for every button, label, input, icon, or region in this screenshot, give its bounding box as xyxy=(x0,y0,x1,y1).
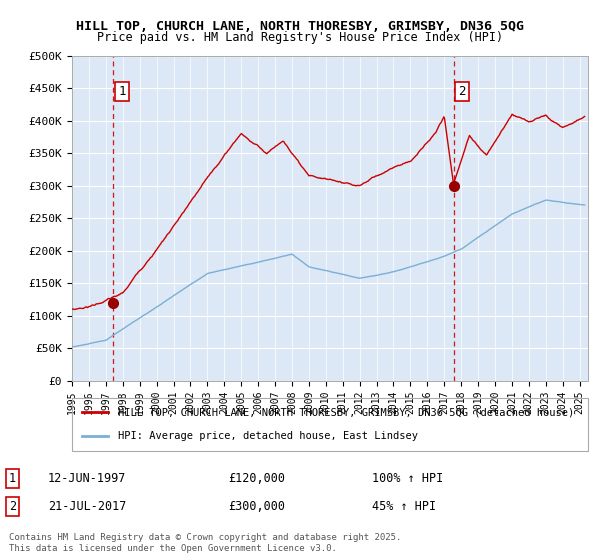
Text: HPI: Average price, detached house, East Lindsey: HPI: Average price, detached house, East… xyxy=(118,431,418,441)
Text: 45% ↑ HPI: 45% ↑ HPI xyxy=(372,500,436,514)
Text: Contains HM Land Registry data © Crown copyright and database right 2025.
This d: Contains HM Land Registry data © Crown c… xyxy=(9,534,401,553)
Text: £120,000: £120,000 xyxy=(228,472,285,486)
Text: 21-JUL-2017: 21-JUL-2017 xyxy=(48,500,127,514)
Text: HILL TOP, CHURCH LANE, NORTH THORESBY, GRIMSBY, DN36 5QG: HILL TOP, CHURCH LANE, NORTH THORESBY, G… xyxy=(76,20,524,32)
Text: Price paid vs. HM Land Registry's House Price Index (HPI): Price paid vs. HM Land Registry's House … xyxy=(97,31,503,44)
Text: 1: 1 xyxy=(9,472,16,486)
Text: 100% ↑ HPI: 100% ↑ HPI xyxy=(372,472,443,486)
Text: HILL TOP, CHURCH LANE, NORTH THORESBY, GRIMSBY, DN36 5QG (detached house): HILL TOP, CHURCH LANE, NORTH THORESBY, G… xyxy=(118,408,575,418)
Text: £300,000: £300,000 xyxy=(228,500,285,514)
Text: 2: 2 xyxy=(9,500,16,514)
Text: 2: 2 xyxy=(458,85,466,98)
Text: 1: 1 xyxy=(119,85,126,98)
Text: 12-JUN-1997: 12-JUN-1997 xyxy=(48,472,127,486)
